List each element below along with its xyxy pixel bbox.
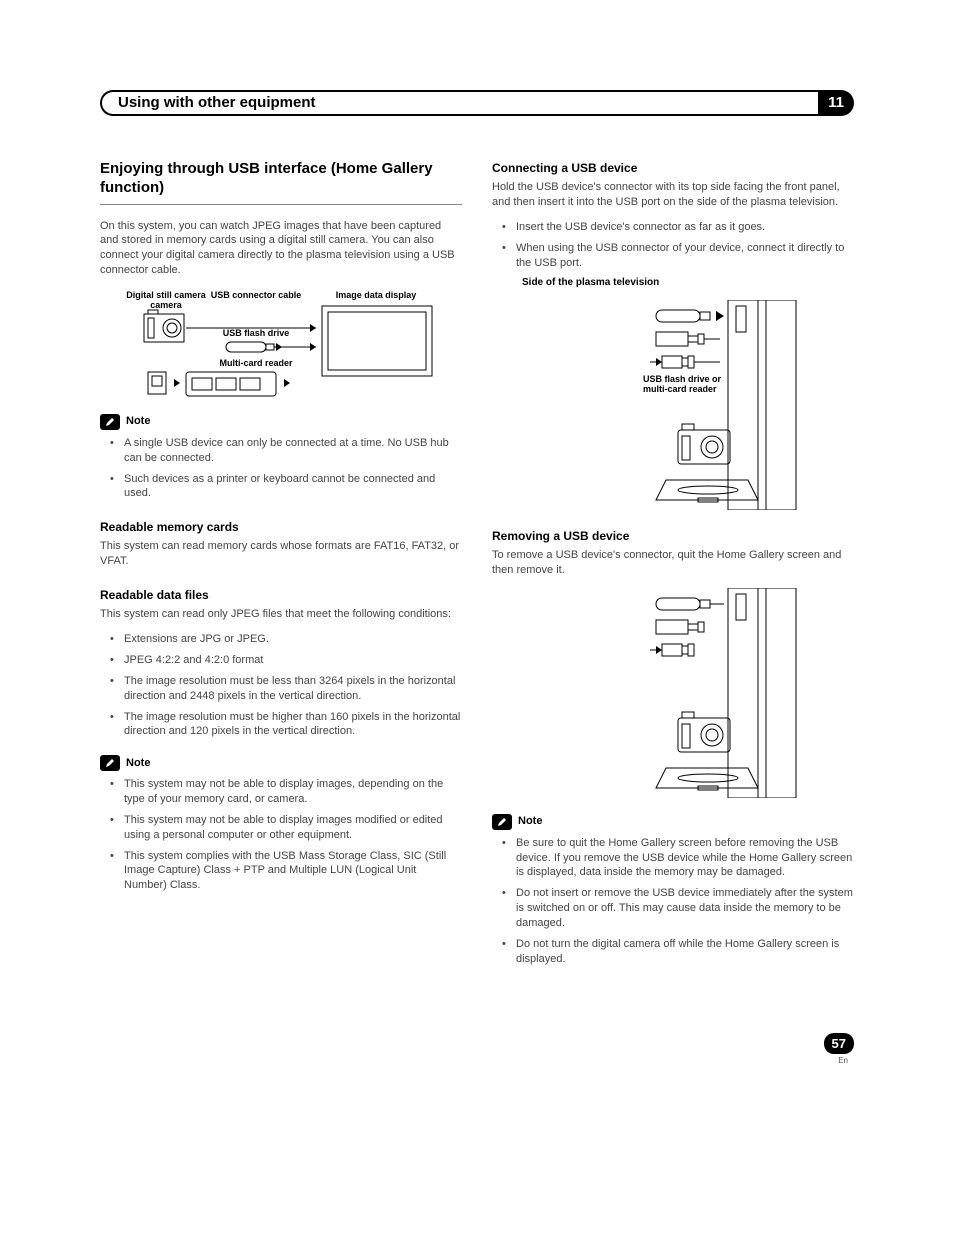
diagram-caption: Side of the plasma television	[522, 276, 854, 290]
svg-text:camera: camera	[150, 300, 183, 310]
label-cable: USB connector cable	[211, 290, 302, 300]
chapter-title: Using with other equipment	[114, 90, 818, 116]
note-header-1: Note	[100, 414, 462, 430]
list-item: Such devices as a printer or keyboard ca…	[114, 472, 462, 502]
list-item: Do not insert or remove the USB device i…	[506, 886, 854, 931]
left-column: Enjoying through USB interface (Home Gal…	[100, 160, 462, 973]
connecting-list: Insert the USB device's connector as far…	[492, 220, 854, 271]
body-text: This system can read only JPEG files tha…	[100, 607, 462, 622]
svg-text:multi-card reader: multi-card reader	[643, 384, 717, 394]
content-columns: Enjoying through USB interface (Home Gal…	[100, 160, 854, 973]
diagram-tv-side-connect: USB flash drive or multi-card reader	[492, 300, 854, 510]
page-number-badge: 57	[824, 1033, 854, 1055]
label-flash: USB flash drive	[223, 328, 290, 338]
page-footer: 57 En	[100, 1033, 854, 1067]
note3-list: Be sure to quit the Home Gallery screen …	[492, 836, 854, 967]
list-item: A single USB device can only be connecte…	[114, 436, 462, 466]
note-label: Note	[518, 814, 542, 829]
label-camera: Digital still camera	[126, 290, 207, 300]
list-item: When using the USB connector of your dev…	[506, 241, 854, 271]
subheading-removing: Removing a USB device	[492, 528, 854, 544]
list-item: The image resolution must be less than 3…	[114, 674, 462, 704]
right-column: Connecting a USB device Hold the USB dev…	[492, 160, 854, 973]
list-item: Insert the USB device's connector as far…	[506, 220, 854, 235]
note-label: Note	[126, 414, 150, 429]
list-item: Extensions are JPG or JPEG.	[114, 632, 462, 647]
label-display: Image data display	[336, 290, 417, 300]
pencil-icon	[100, 755, 120, 771]
subheading-readable-cards: Readable memory cards	[100, 519, 462, 535]
intro-paragraph: On this system, you can watch JPEG image…	[100, 219, 462, 278]
list-item: Do not turn the digital camera off while…	[506, 937, 854, 967]
note2-list: This system may not be able to display i…	[100, 777, 462, 893]
label-flash-or-reader: USB flash drive or	[643, 374, 722, 384]
page-language: En	[100, 1056, 854, 1067]
body-text: To remove a USB device's connector, quit…	[492, 548, 854, 578]
subheading-readable-files: Readable data files	[100, 587, 462, 603]
pencil-icon	[492, 814, 512, 830]
list-item: JPEG 4:2:2 and 4:2:0 format	[114, 653, 462, 668]
diagram-connection-overview: Digital still camera camera USB connecto…	[100, 288, 462, 398]
note-label: Note	[126, 756, 150, 771]
diagram-tv-side-remove	[492, 588, 854, 798]
note-header-2: Note	[100, 755, 462, 771]
list-item: This system complies with the USB Mass S…	[114, 849, 462, 894]
readable-files-list: Extensions are JPG or JPEG. JPEG 4:2:2 a…	[100, 632, 462, 739]
label-reader: Multi-card reader	[219, 358, 293, 368]
pencil-icon	[100, 414, 120, 430]
chapter-header: Using with other equipment 11	[100, 90, 854, 116]
list-item: This system may not be able to display i…	[114, 777, 462, 807]
subheading-connecting: Connecting a USB device	[492, 160, 854, 176]
list-item: Be sure to quit the Home Gallery screen …	[506, 836, 854, 881]
section-title: Enjoying through USB interface (Home Gal…	[100, 160, 462, 205]
note-header-3: Note	[492, 814, 854, 830]
body-text: This system can read memory cards whose …	[100, 539, 462, 569]
chapter-number: 11	[818, 90, 854, 116]
chapter-cap-left	[100, 90, 114, 116]
list-item: This system may not be able to display i…	[114, 813, 462, 843]
body-text: Hold the USB device's connector with its…	[492, 180, 854, 210]
list-item: The image resolution must be higher than…	[114, 710, 462, 740]
note1-list: A single USB device can only be connecte…	[100, 436, 462, 501]
